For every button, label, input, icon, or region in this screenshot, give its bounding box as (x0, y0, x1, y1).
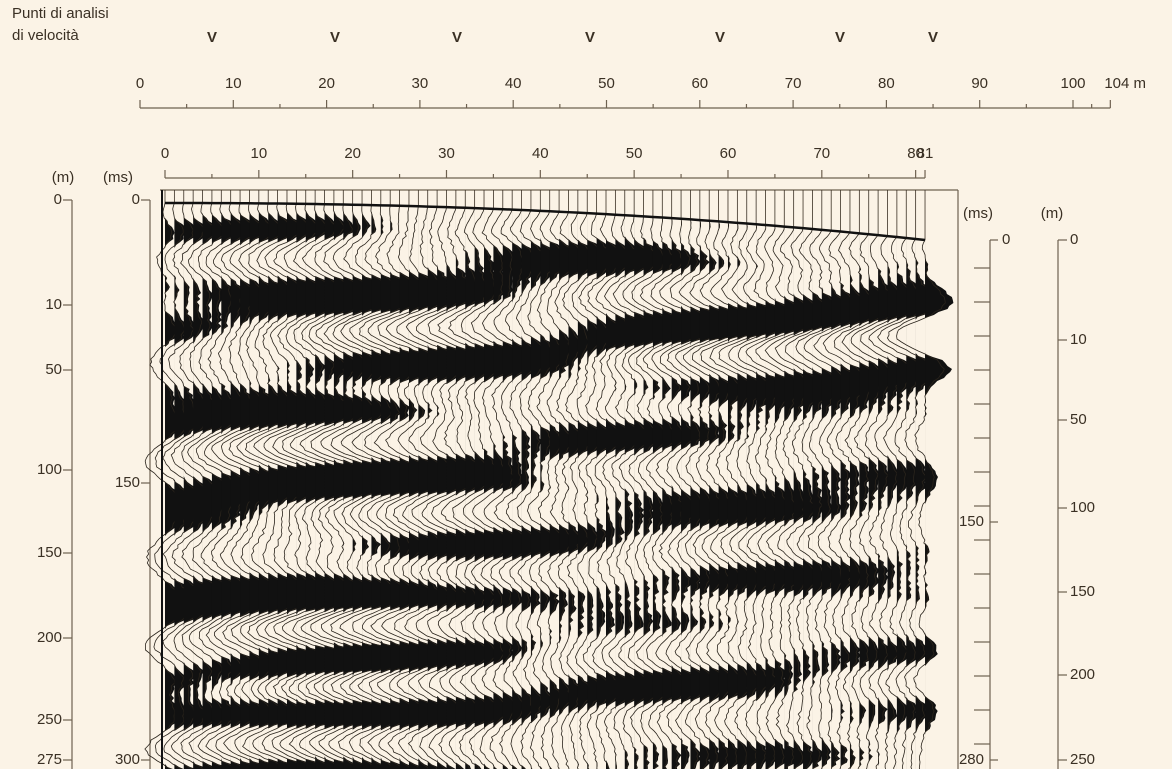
left-depth-axis-tick-label: 0 (54, 191, 62, 208)
distance-axis-tick-label: 30 (412, 75, 429, 92)
header-label: di velocità (12, 27, 79, 44)
distance-axis-tick-label: 80 (878, 75, 895, 92)
axis-unit: (m) (52, 169, 75, 186)
background (0, 0, 1172, 769)
trace-axis-tick-label: 10 (250, 145, 267, 162)
velocity-marker: V (452, 29, 462, 46)
trace-axis-tick-label: 70 (813, 145, 830, 162)
distance-axis-tick-label: 90 (971, 75, 988, 92)
velocity-marker: V (207, 29, 217, 46)
trace-axis-tick-label: 50 (626, 145, 643, 162)
velocity-marker: V (835, 29, 845, 46)
right-time-axis-tick-label: 0 (1002, 231, 1010, 248)
right-depth-axis-tick-label: 10 (1070, 331, 1087, 348)
velocity-marker: V (330, 29, 340, 46)
distance-axis-tick-label: 60 (691, 75, 708, 92)
left-depth-axis-tick-label: 150 (37, 544, 62, 561)
distance-axis-tick-label: 40 (505, 75, 522, 92)
trace-axis-tick-label: 40 (532, 145, 549, 162)
right-time-axis-tick-label: 280 (959, 751, 984, 768)
left-depth-axis-tick-label: 200 (37, 629, 62, 646)
distance-axis-tick-label: 104 m (1104, 75, 1146, 92)
trace-axis-tick-label: 81 (917, 145, 934, 162)
trace-axis-tick-label: 60 (720, 145, 737, 162)
left-depth-axis-tick-label: 250 (37, 711, 62, 728)
axis-unit: (ms) (963, 205, 993, 222)
right-time-axis-tick-label: 150 (959, 513, 984, 530)
left-time-axis-tick-label: 0 (132, 191, 140, 208)
right-depth-axis-tick-label: 150 (1070, 583, 1095, 600)
left-depth-axis-tick-label: 10 (45, 296, 62, 313)
distance-axis-tick-label: 50 (598, 75, 615, 92)
distance-axis-tick-label: 70 (785, 75, 802, 92)
velocity-marker: V (928, 29, 938, 46)
axis-unit: (m) (1041, 205, 1064, 222)
left-time-axis-tick-label: 150 (115, 474, 140, 491)
left-depth-axis-tick-label: 100 (37, 461, 62, 478)
trace-axis-tick-label: 30 (438, 145, 455, 162)
right-depth-axis-tick-label: 0 (1070, 231, 1078, 248)
trace-axis-tick-label: 20 (344, 145, 361, 162)
figure: Punti di analisi di velocità (m) (ms) (m… (0, 0, 1172, 769)
distance-axis-tick-label: 10 (225, 75, 242, 92)
distance-axis-tick-label: 20 (318, 75, 335, 92)
axis-unit: (ms) (103, 169, 133, 186)
trace-axis-tick-label: 0 (161, 145, 169, 162)
distance-axis-tick-label: 0 (136, 75, 144, 92)
right-depth-axis-tick-label: 100 (1070, 499, 1095, 516)
velocity-marker: V (715, 29, 725, 46)
velocity-marker: V (585, 29, 595, 46)
right-depth-axis-tick-label: 50 (1070, 411, 1087, 428)
header-label: Punti di analisi (12, 5, 109, 22)
right-depth-axis-tick-label: 250 (1070, 751, 1095, 768)
left-depth-axis-tick-label: 50 (45, 361, 62, 378)
left-depth-axis-tick-label: 275 (37, 751, 62, 768)
right-depth-axis-tick-label: 200 (1070, 666, 1095, 683)
left-time-axis-tick-label: 300 (115, 751, 140, 768)
distance-axis-tick-label: 100 (1060, 75, 1085, 92)
